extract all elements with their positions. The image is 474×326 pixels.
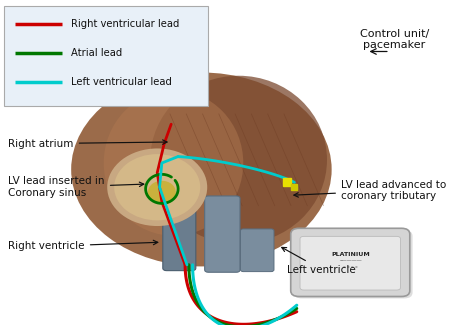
FancyBboxPatch shape: [172, 56, 196, 89]
Text: Atrial lead: Atrial lead: [71, 48, 122, 58]
Ellipse shape: [107, 148, 207, 226]
Ellipse shape: [148, 181, 176, 203]
Text: Left ventricle: Left ventricle: [282, 247, 356, 275]
FancyArrowPatch shape: [268, 114, 307, 206]
Text: Right atrium: Right atrium: [9, 139, 167, 149]
FancyArrowPatch shape: [170, 114, 210, 206]
Ellipse shape: [150, 76, 327, 244]
FancyBboxPatch shape: [4, 6, 209, 106]
Text: LV lead advanced to
coronary tributary: LV lead advanced to coronary tributary: [294, 180, 446, 201]
FancyArrowPatch shape: [202, 114, 242, 206]
FancyArrowPatch shape: [219, 114, 258, 206]
FancyBboxPatch shape: [291, 228, 410, 296]
FancyBboxPatch shape: [300, 236, 401, 290]
FancyBboxPatch shape: [240, 229, 274, 272]
FancyArrowPatch shape: [235, 114, 275, 206]
Text: Control unit/
pacemaker: Control unit/ pacemaker: [360, 29, 429, 51]
Text: Right ventricle: Right ventricle: [9, 240, 158, 251]
Text: Right ventricular lead: Right ventricular lead: [71, 19, 180, 29]
FancyBboxPatch shape: [205, 196, 240, 272]
Ellipse shape: [71, 72, 332, 266]
FancyArrowPatch shape: [186, 114, 226, 206]
Ellipse shape: [114, 154, 200, 220]
FancyArrowPatch shape: [284, 114, 324, 206]
Text: ▪ ▪ ▪ ▪: ▪ ▪ ▪ ▪: [343, 265, 357, 269]
FancyBboxPatch shape: [163, 175, 196, 271]
Text: Left ventricular lead: Left ventricular lead: [71, 77, 172, 87]
Text: ─────────: ─────────: [339, 259, 362, 263]
Text: LV lead inserted in
Coronary sinus: LV lead inserted in Coronary sinus: [9, 176, 144, 198]
FancyArrowPatch shape: [251, 114, 291, 206]
FancyBboxPatch shape: [293, 230, 412, 298]
Ellipse shape: [104, 90, 243, 236]
Text: PLATINIUM: PLATINIUM: [331, 252, 370, 257]
